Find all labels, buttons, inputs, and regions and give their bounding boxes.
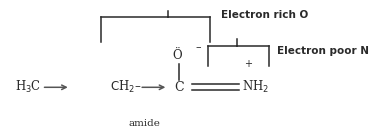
Text: Ö: Ö	[172, 49, 182, 62]
Text: NH$_2$: NH$_2$	[242, 79, 269, 95]
Text: +: +	[244, 59, 252, 69]
Text: Electron poor N: Electron poor N	[277, 46, 369, 56]
Text: amide: amide	[129, 119, 161, 128]
Text: H$_3$C: H$_3$C	[14, 79, 41, 95]
Text: –: –	[195, 42, 201, 52]
Text: Electron rich O: Electron rich O	[221, 10, 308, 20]
Text: C: C	[174, 81, 184, 94]
Text: $\mathrm{C}$H$_2$–: $\mathrm{C}$H$_2$–	[110, 79, 142, 95]
